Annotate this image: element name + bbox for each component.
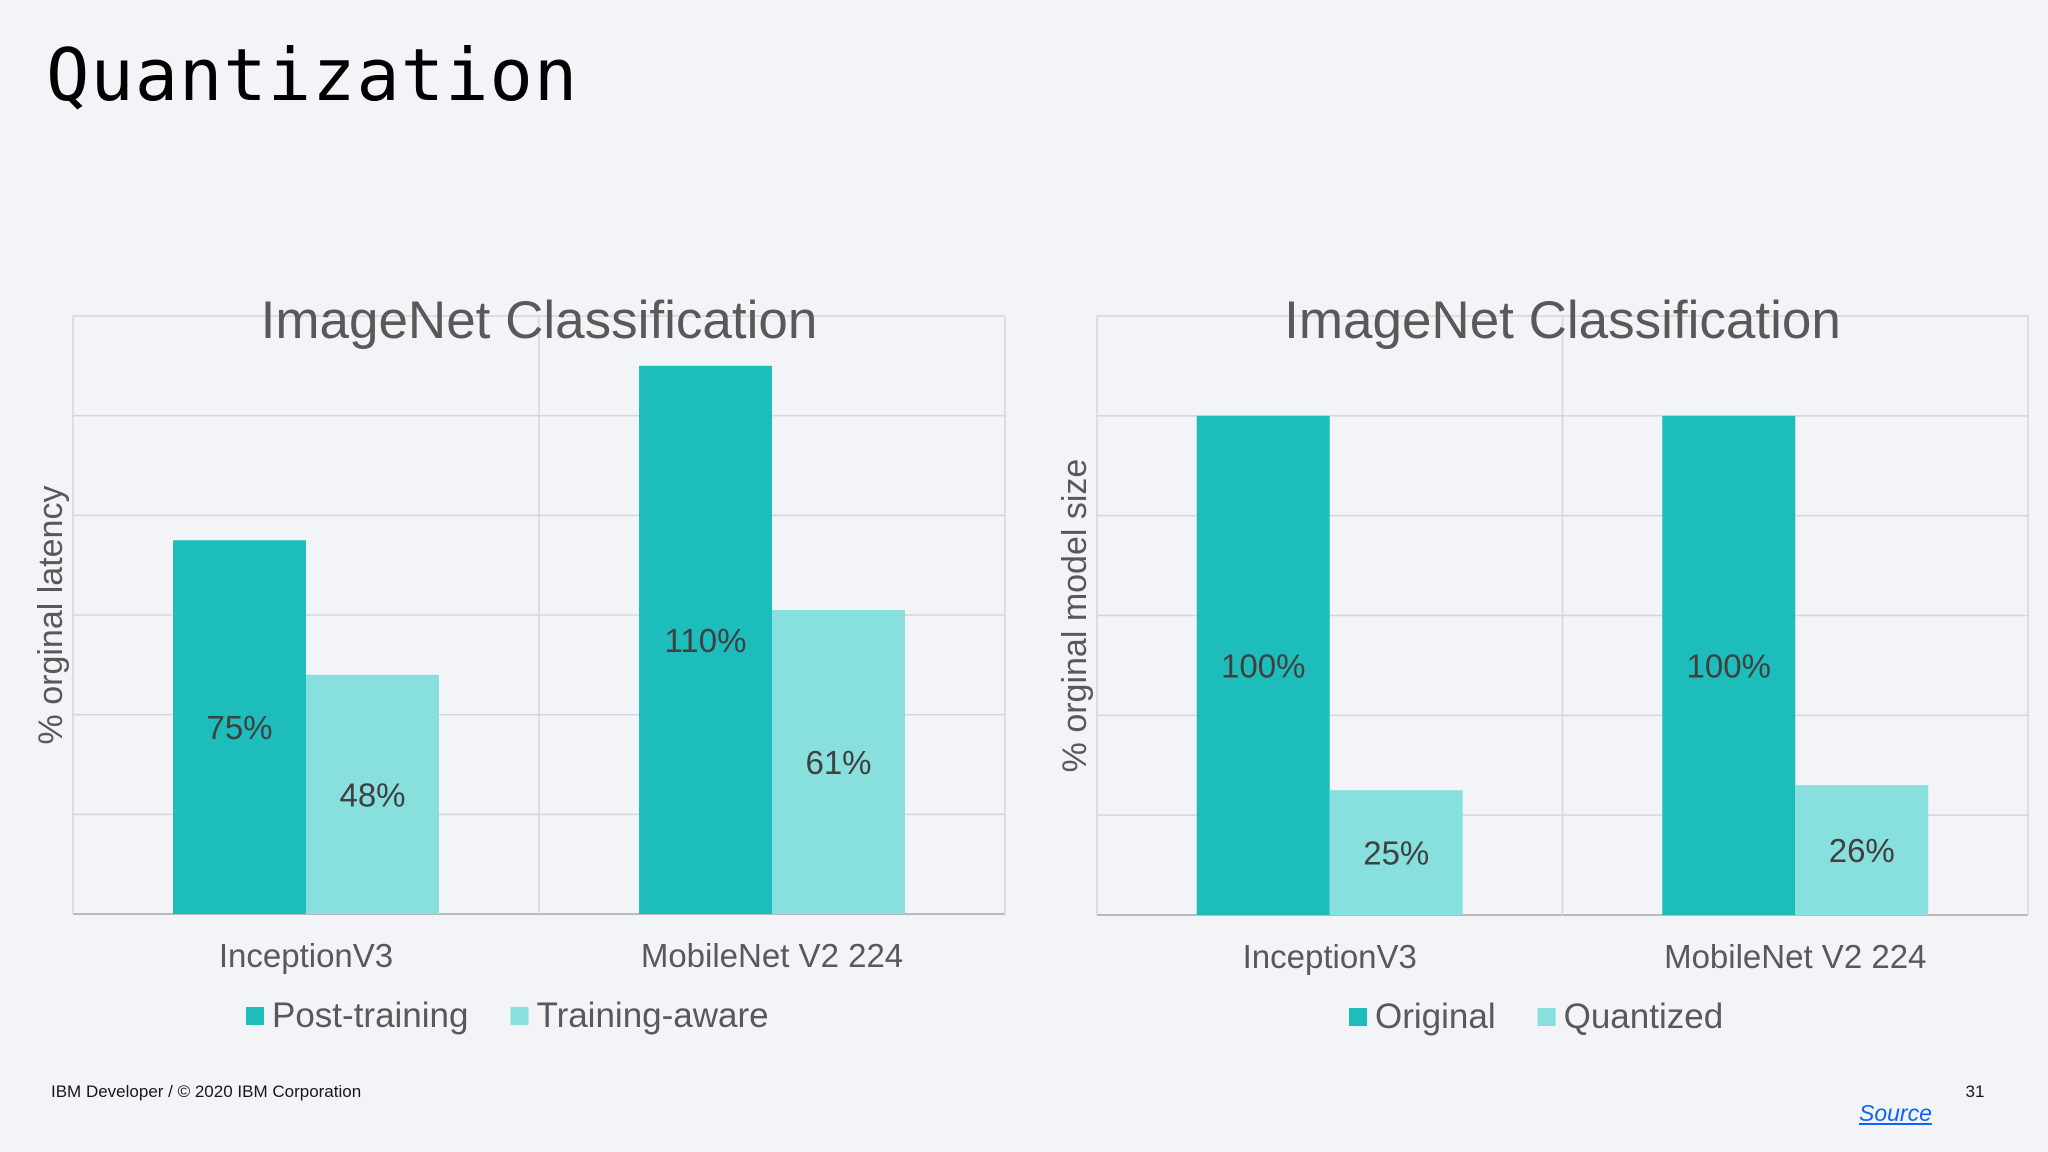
- bar-original-0: [1196, 415, 1330, 915]
- category-label: MobileNet V2 224: [1664, 938, 1926, 975]
- legend-label: Quantized: [1564, 997, 1724, 1036]
- bar-original-1: [1662, 415, 1796, 915]
- data-label: 100%: [1221, 647, 1305, 684]
- data-label: 25%: [1363, 835, 1429, 872]
- chart-title: ImageNet Classification: [1284, 291, 1841, 350]
- bar-training-aware-0: [306, 674, 439, 914]
- source-link[interactable]: Source: [1859, 1100, 1932, 1126]
- data-label: 100%: [1687, 647, 1771, 684]
- bar-post-training-0: [173, 540, 306, 914]
- slide-title: Quantization: [46, 33, 579, 117]
- y-axis-title: % orginal model size: [1056, 459, 1094, 773]
- bar-training-aware-1: [772, 610, 905, 914]
- data-label: 26%: [1829, 832, 1895, 869]
- category-label: InceptionV3: [219, 937, 393, 974]
- bar-post-training-1: [639, 365, 772, 914]
- legend-swatch: [246, 1007, 264, 1025]
- bar-quantized-0: [1329, 790, 1463, 915]
- legend-label: Original: [1375, 997, 1496, 1036]
- legend-swatch: [510, 1007, 529, 1025]
- data-label: 61%: [805, 744, 871, 781]
- data-label: 75%: [206, 709, 272, 746]
- legend-label: Post-training: [272, 996, 468, 1035]
- chart-title: ImageNet Classification: [261, 291, 818, 350]
- footer-copyright: IBM Developer / © 2020 IBM Corporation: [51, 1082, 362, 1101]
- legend-swatch: [1537, 1008, 1556, 1026]
- bar-quantized-1: [1795, 785, 1929, 915]
- category-label: MobileNet V2 224: [641, 937, 903, 974]
- data-label: 110%: [665, 622, 747, 659]
- y-axis-title: % orginal latency: [32, 486, 70, 745]
- legend-swatch: [1349, 1008, 1367, 1026]
- page-number: 31: [1965, 1082, 1985, 1101]
- data-label: 48%: [339, 776, 405, 813]
- legend-label: Training-aware: [536, 996, 768, 1035]
- category-label: InceptionV3: [1243, 938, 1417, 975]
